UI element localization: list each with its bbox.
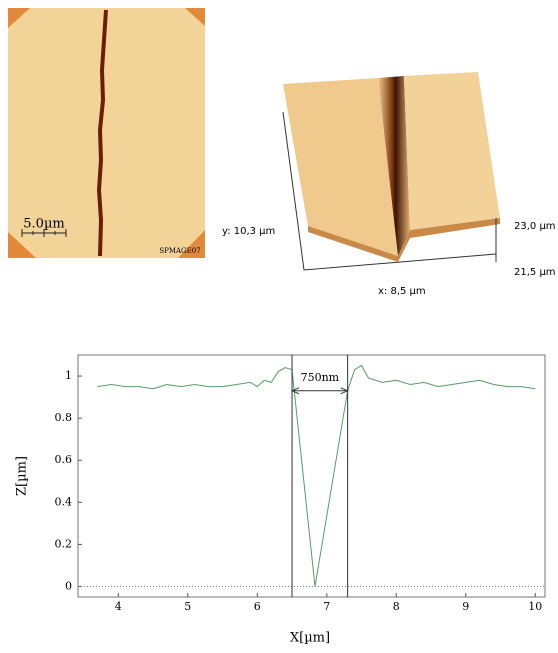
x-tick-label: 5: [184, 600, 191, 613]
x-tick-label: 10: [528, 600, 542, 613]
x-axis-label: X[µm]: [290, 631, 330, 646]
y-size-label: y: 10,3 µm: [222, 226, 275, 237]
x-tick-label: 8: [393, 600, 400, 613]
y-tick-label: 0.4: [55, 495, 73, 508]
y-tick-label: 0.8: [55, 411, 73, 424]
profile-chart: X[µm] Z[µm]: [15, 354, 546, 646]
y-tick-label: 0.2: [55, 537, 73, 550]
scale-label: 5.0µm: [23, 217, 64, 232]
y-tick-label: 0.6: [55, 453, 73, 466]
z-top-label: 23,0 µm: [514, 221, 556, 232]
arrow-head: [290, 387, 349, 395]
z-bottom-label: 21,5 µm: [514, 267, 556, 278]
bracket-label: 750nm: [301, 371, 340, 384]
plot-frame: [77, 354, 546, 598]
image-id: SPMAGE07: [159, 247, 200, 255]
x-tick-label: 6: [254, 600, 261, 613]
x-tick-label: 4: [115, 600, 122, 613]
x-tick-label: 9: [462, 600, 469, 613]
afm-image: 5.0µm SPMAGE07: [8, 8, 205, 258]
x-size-label: x: 8,5 µm: [378, 286, 426, 297]
y-tick-label: 0: [65, 579, 72, 592]
profile-line: [97, 364, 536, 587]
y-tick-label: 1: [65, 369, 72, 382]
surface-3d: y: 10,3 µm x: 8,5 µm 23,0 µm 21,5 µm: [222, 72, 556, 297]
y-axis-label: Z[µm]: [15, 456, 30, 496]
x-tick-label: 7: [323, 600, 330, 613]
